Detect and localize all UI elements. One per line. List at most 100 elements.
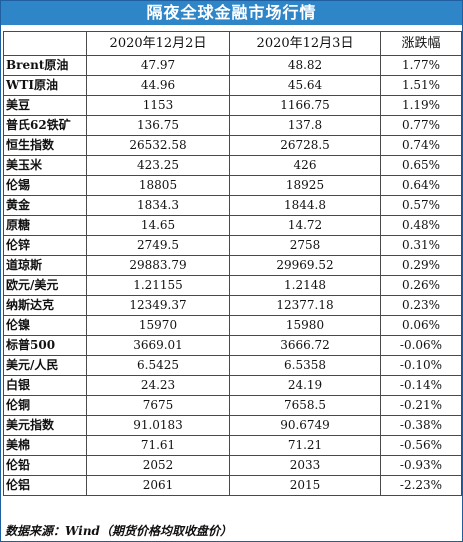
table-row: 美元/人民 6.5425 6.5358 -0.10% — [3, 355, 462, 376]
table-row: Brent原油 47.97 48.82 1.77% — [3, 55, 462, 76]
row-change: -2.23% — [380, 475, 462, 496]
row-name: 恒生指数 — [3, 135, 87, 156]
row-name: 美元/人民 — [3, 355, 87, 376]
data-source-note: 数据来源：Wind（期货价格均取收盘价） — [5, 524, 232, 538]
row-name: 白银 — [3, 375, 87, 396]
row-change: 0.64% — [380, 175, 462, 196]
table-row: 伦锡 18805 18925 0.64% — [3, 175, 462, 196]
row-change: -0.06% — [380, 335, 462, 356]
row-value-date1: 26532.58 — [86, 135, 230, 156]
header-date1: 2020年12月2日 — [86, 31, 230, 56]
row-name: 纳斯达克 — [3, 295, 87, 316]
table-header-row: 2020年12月2日 2020年12月3日 涨跌幅 — [3, 31, 462, 56]
row-value-date2: 18925 — [229, 175, 381, 196]
row-value-date1: 2749.5 — [86, 235, 230, 256]
table-row: 黄金 1834.3 1844.8 0.57% — [3, 195, 462, 216]
row-change: -0.14% — [380, 375, 462, 396]
table-row: 伦铅 2052 2033 -0.93% — [3, 455, 462, 476]
row-name: 伦铝 — [3, 475, 87, 496]
row-value-date1: 2052 — [86, 455, 230, 476]
row-value-date1: 24.23 — [86, 375, 230, 396]
row-value-date1: 29883.79 — [86, 255, 230, 276]
row-value-date2: 1166.75 — [229, 95, 381, 116]
table-row: 伦锌 2749.5 2758 0.31% — [3, 235, 462, 256]
table-row: 美豆 1153 1166.75 1.19% — [3, 95, 462, 116]
row-value-date2: 7658.5 — [229, 395, 381, 416]
table-row: 美元指数 91.0183 90.6749 -0.38% — [3, 415, 462, 436]
row-value-date1: 1.21155 — [86, 275, 230, 296]
row-value-date2: 137.8 — [229, 115, 381, 136]
row-change: 0.74% — [380, 135, 462, 156]
table-row: 美玉米 423.25 426 0.65% — [3, 155, 462, 176]
table-row: 欧元/美元 1.21155 1.2148 0.26% — [3, 275, 462, 296]
table-row: 伦镍 15970 15980 0.06% — [3, 315, 462, 336]
row-value-date1: 1153 — [86, 95, 230, 116]
row-value-date2: 29969.52 — [229, 255, 381, 276]
row-value-date2: 15980 — [229, 315, 381, 336]
row-change: 1.51% — [380, 75, 462, 96]
row-change: -0.93% — [380, 455, 462, 476]
row-change: -0.10% — [380, 355, 462, 376]
panel-title: 隔夜全球金融市场行情 — [1, 1, 462, 25]
row-value-date1: 15970 — [86, 315, 230, 336]
row-change: 0.26% — [380, 275, 462, 296]
row-change: 0.48% — [380, 215, 462, 236]
row-value-date2: 426 — [229, 155, 381, 176]
row-name: 黄金 — [3, 195, 87, 216]
row-value-date2: 48.82 — [229, 55, 381, 76]
row-value-date2: 12377.18 — [229, 295, 381, 316]
row-name: WTI原油 — [3, 75, 87, 96]
row-change: 0.06% — [380, 315, 462, 336]
row-name: Brent原油 — [3, 55, 87, 76]
table-row: 美棉 71.61 71.21 -0.56% — [3, 435, 462, 456]
table-row: 恒生指数 26532.58 26728.5 0.74% — [3, 135, 462, 156]
table-row: WTI原油 44.96 45.64 1.51% — [3, 75, 462, 96]
row-value-date2: 24.19 — [229, 375, 381, 396]
row-value-date2: 2033 — [229, 455, 381, 476]
row-name: 普氏62铁矿 — [3, 115, 87, 136]
row-name: 美元指数 — [3, 415, 87, 436]
row-value-date1: 7675 — [86, 395, 230, 416]
row-change: 1.19% — [380, 95, 462, 116]
row-name: 伦镍 — [3, 315, 87, 336]
row-value-date1: 91.0183 — [86, 415, 230, 436]
row-value-date2: 2758 — [229, 235, 381, 256]
table-row: 道琼斯 29883.79 29969.52 0.29% — [3, 255, 462, 276]
row-name: 美豆 — [3, 95, 87, 116]
row-name: 标普500 — [3, 335, 87, 356]
row-value-date1: 47.97 — [86, 55, 230, 76]
row-change: 0.77% — [380, 115, 462, 136]
table-row: 纳斯达克 12349.37 12377.18 0.23% — [3, 295, 462, 316]
row-value-date1: 44.96 — [86, 75, 230, 96]
row-value-date2: 14.72 — [229, 215, 381, 236]
row-name: 伦锌 — [3, 235, 87, 256]
row-value-date2: 3666.72 — [229, 335, 381, 356]
row-value-date1: 2061 — [86, 475, 230, 496]
table-row: 标普500 3669.01 3666.72 -0.06% — [3, 335, 462, 356]
row-value-date1: 3669.01 — [86, 335, 230, 356]
row-value-date2: 1844.8 — [229, 195, 381, 216]
row-value-date2: 2015 — [229, 475, 381, 496]
row-name: 伦铅 — [3, 455, 87, 476]
header-change: 涨跌幅 — [380, 31, 462, 56]
row-change: -0.21% — [380, 395, 462, 416]
row-value-date1: 1834.3 — [86, 195, 230, 216]
row-name: 原糖 — [3, 215, 87, 236]
row-change: 0.29% — [380, 255, 462, 276]
row-value-date2: 26728.5 — [229, 135, 381, 156]
table-row: 伦铝 2061 2015 -2.23% — [3, 475, 462, 496]
row-value-date2: 6.5358 — [229, 355, 381, 376]
row-name: 道琼斯 — [3, 255, 87, 276]
row-name: 欧元/美元 — [3, 275, 87, 296]
row-change: 0.65% — [380, 155, 462, 176]
header-date2: 2020年12月3日 — [229, 31, 381, 56]
row-name: 伦铜 — [3, 395, 87, 416]
row-name: 伦锡 — [3, 175, 87, 196]
row-value-date1: 14.65 — [86, 215, 230, 236]
row-change: -0.38% — [380, 415, 462, 436]
row-change: 1.77% — [380, 55, 462, 76]
row-value-date2: 90.6749 — [229, 415, 381, 436]
row-change: 0.23% — [380, 295, 462, 316]
row-value-date2: 1.2148 — [229, 275, 381, 296]
row-change: 0.57% — [380, 195, 462, 216]
